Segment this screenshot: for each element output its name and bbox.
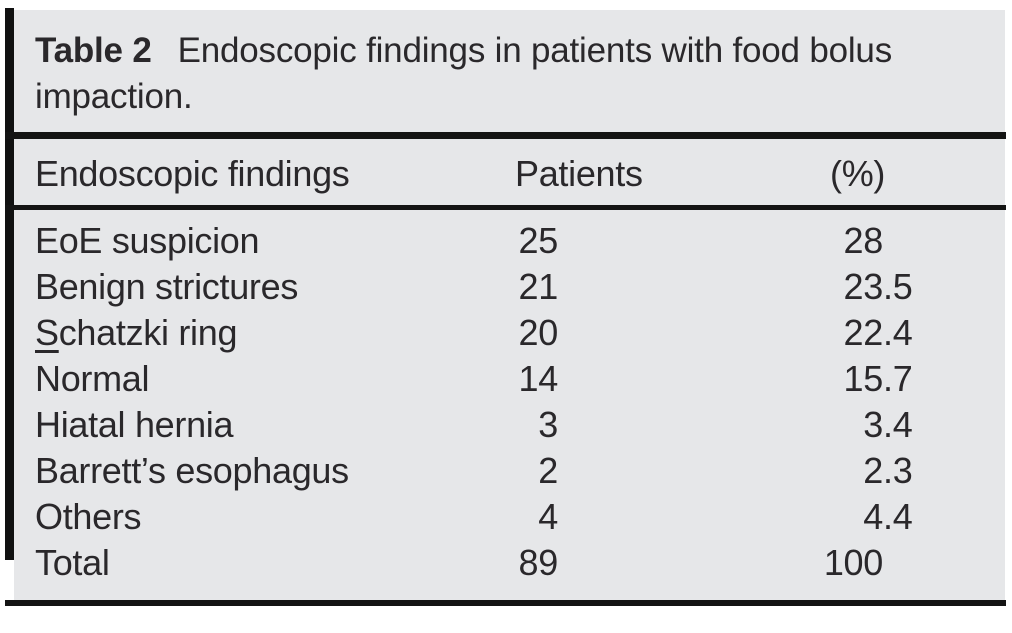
percent-integer: 2 xyxy=(863,450,883,491)
table-caption-block: Table 2 Endoscopic findings in patients w… xyxy=(14,10,1005,132)
percent-decimal: .4 xyxy=(883,496,913,537)
table-panel: Table 2 Endoscopic findings in patients w… xyxy=(5,10,1006,606)
table-row: Benign strictures 21 23.5 xyxy=(14,264,1005,310)
percent-cell: 4.4 xyxy=(558,494,917,540)
table-number-label: Table 2 xyxy=(35,31,152,70)
percent-cell: 3.4 xyxy=(558,402,917,448)
patients-cell: 20 xyxy=(518,312,559,353)
patients-cell: 21 xyxy=(518,266,559,307)
table-rows: EoE suspicion 25 28 Benign strictures 21… xyxy=(14,210,1005,600)
table-row: EoE suspicion 25 28 xyxy=(14,218,1005,264)
finding-cell: Total xyxy=(35,542,110,583)
percent-integer: 23 xyxy=(843,266,884,307)
finding-cell: Normal xyxy=(35,358,150,399)
top-rule xyxy=(5,132,1006,139)
percent-cell: 23.5 xyxy=(558,264,917,310)
percent-decimal xyxy=(883,540,917,586)
percent-decimal: .4 xyxy=(883,312,913,353)
patients-cell: 4 xyxy=(538,496,558,537)
percent-decimal: .3 xyxy=(883,450,913,491)
percent-integer: 15 xyxy=(843,358,884,399)
bottom-rule xyxy=(5,600,1006,606)
finding-cell: Benign strictures xyxy=(35,266,299,307)
table-row: Barrett’s esophagus 2 2.3 xyxy=(14,448,1005,494)
percent-cell: 100 xyxy=(558,540,917,586)
column-header-patients: Patients xyxy=(515,153,643,194)
finding-cell: EoE suspicion xyxy=(35,220,260,261)
patients-cell: 25 xyxy=(518,220,559,261)
percent-decimal: .4 xyxy=(883,404,913,445)
table-caption-text: Table 2 Endoscopic findings in patients w… xyxy=(35,28,985,120)
finding-cell: Others xyxy=(35,496,142,537)
percent-decimal xyxy=(883,218,917,264)
table-caption: Endoscopic findings in patients with foo… xyxy=(35,31,892,116)
finding-cell: Hiatal hernia xyxy=(35,404,234,445)
column-header-percent: (%) xyxy=(830,153,886,194)
percent-cell: 22.4 xyxy=(558,310,917,356)
finding-cell: Barrett’s esophagus xyxy=(35,450,349,491)
table-row: Total 89 100 xyxy=(14,540,1005,586)
column-header-findings: Endoscopic findings xyxy=(35,153,350,194)
percent-integer: 3 xyxy=(863,404,883,445)
patients-cell: 14 xyxy=(518,358,559,399)
percent-cell: 15.7 xyxy=(558,356,917,402)
finding-cell: Schatzki ring xyxy=(35,312,238,353)
table-row: Hiatal hernia 3 3.4 xyxy=(14,402,1005,448)
percent-decimal: .5 xyxy=(883,266,913,307)
percent-integer: 100 xyxy=(823,542,883,583)
percent-cell: 28 xyxy=(558,218,917,264)
table-row: Normal 14 15.7 xyxy=(14,356,1005,402)
percent-decimal: .7 xyxy=(883,358,913,399)
table-header-row: Endoscopic findings Patients (%) xyxy=(14,139,1005,205)
patients-cell: 3 xyxy=(538,404,558,445)
patients-cell: 89 xyxy=(518,542,559,583)
header-rule xyxy=(5,205,1006,210)
table-row: Schatzki ring 20 22.4 xyxy=(14,310,1005,356)
percent-cell: 2.3 xyxy=(558,448,917,494)
left-edge-scan-artifact xyxy=(5,8,14,560)
table-row: Others 4 4.4 xyxy=(14,494,1005,540)
percent-integer: 28 xyxy=(843,220,884,261)
patients-cell: 2 xyxy=(538,450,558,491)
percent-integer: 4 xyxy=(863,496,883,537)
percent-integer: 22 xyxy=(843,312,884,353)
